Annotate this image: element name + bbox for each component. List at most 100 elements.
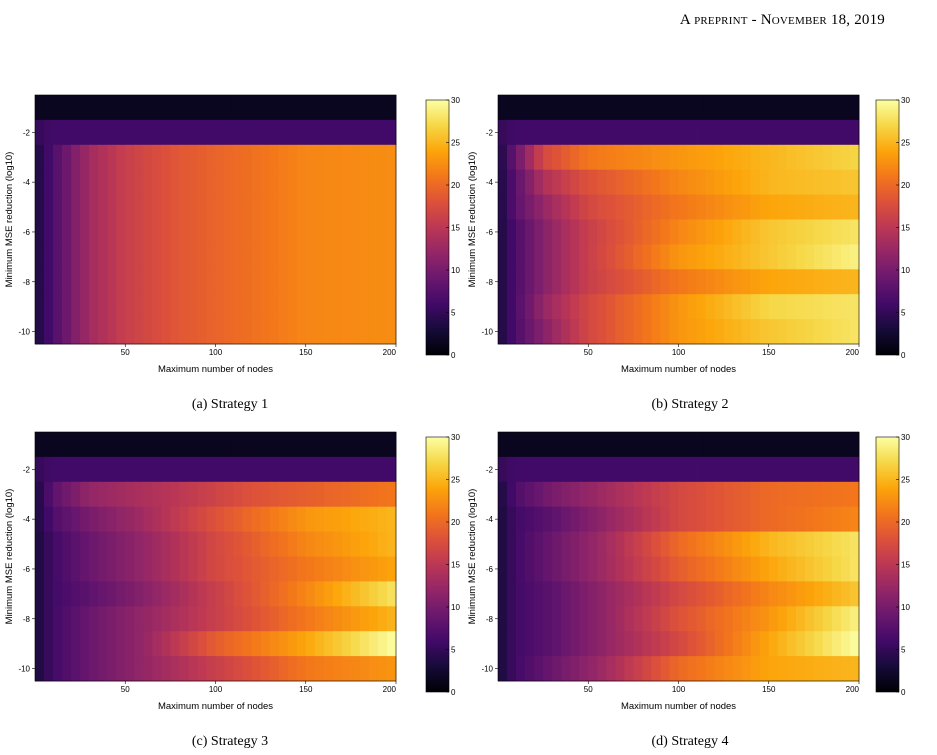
- heatmap-cell: [507, 456, 517, 483]
- heatmap-cell: [813, 631, 824, 657]
- heatmap-cell: [687, 119, 697, 146]
- heatmap-cell: [80, 606, 90, 632]
- heatmap-cell: [795, 606, 806, 632]
- heatmap-cell: [606, 631, 616, 657]
- heatmap-cell: [705, 194, 716, 220]
- heatmap-cell: [242, 219, 253, 245]
- heatmap-cell: [98, 481, 108, 508]
- heatmap-cell: [561, 606, 571, 632]
- heatmap-cell: [822, 119, 833, 146]
- heatmap-cell: [323, 581, 334, 607]
- heatmap-cell: [642, 656, 652, 682]
- heatmap-cell: [89, 506, 99, 532]
- heatmap-cell: [795, 481, 806, 508]
- heatmap-cell: [759, 456, 770, 483]
- heatmap-cell: [714, 219, 725, 245]
- heatmap-cell: [377, 319, 388, 345]
- heatmap-cell: [197, 269, 207, 295]
- heatmap-cell: [660, 581, 670, 607]
- heatmap-cell: [498, 269, 508, 295]
- heatmap-cell: [750, 244, 761, 270]
- heatmap-cell: [161, 219, 171, 245]
- heatmap-cell: [179, 606, 189, 632]
- heatmap-cell: [669, 95, 679, 121]
- heatmap-cell: [341, 432, 352, 458]
- heatmap-cell: [224, 456, 234, 483]
- heatmap-cell: [795, 95, 806, 121]
- heatmap-cell: [732, 269, 743, 295]
- heatmap-cell: [606, 169, 616, 195]
- heatmap-cell: [71, 119, 81, 146]
- heatmap-cell: [89, 119, 99, 146]
- heatmap-cell: [62, 95, 72, 121]
- heatmap-cell: [723, 432, 734, 458]
- heatmap-cell: [615, 144, 625, 171]
- heatmap-cell: [750, 294, 761, 320]
- heatmap-cell: [669, 144, 679, 171]
- heatmap-cell: [597, 456, 607, 483]
- heatmap-cell: [696, 432, 706, 458]
- heatmap-cell: [107, 606, 117, 632]
- heatmap-cell: [350, 581, 361, 607]
- heatmap-cell: [53, 194, 63, 220]
- heatmap-cell: [849, 269, 860, 295]
- heatmap-cell: [849, 656, 860, 682]
- heatmap-cell: [89, 319, 99, 345]
- heatmap-cell: [552, 656, 562, 682]
- heatmap-cell: [696, 456, 706, 483]
- heatmap-cell: [260, 432, 271, 458]
- heatmap-cell: [633, 294, 643, 320]
- heatmap-cell: [732, 531, 743, 557]
- heatmap-cell: [750, 194, 761, 220]
- heatmap-cell: [224, 531, 234, 557]
- heatmap-cell: [570, 606, 580, 632]
- heatmap-cell: [741, 219, 752, 245]
- heatmap-cell: [786, 95, 797, 121]
- heatmap-cell: [44, 294, 54, 320]
- heatmap-cell: [89, 244, 99, 270]
- heatmap-cell: [188, 432, 198, 458]
- heatmap-cell: [597, 244, 607, 270]
- heatmap-cell: [651, 432, 661, 458]
- heatmap-cell: [741, 244, 752, 270]
- heatmap-cell: [323, 194, 334, 220]
- heatmap-cell: [152, 169, 162, 195]
- heatmap-cell: [44, 119, 54, 146]
- heatmap-cell: [116, 319, 126, 345]
- heatmap-cell: [660, 194, 670, 220]
- heatmap-cell: [278, 606, 289, 632]
- heatmap-cell: [161, 244, 171, 270]
- heatmap-cell: [624, 244, 634, 270]
- heatmap-cell: [260, 319, 271, 345]
- heatmap-cell: [561, 319, 571, 345]
- heatmap-cell: [125, 269, 135, 295]
- heatmap-cell: [143, 556, 153, 582]
- heatmap-cell: [570, 95, 580, 121]
- heatmap-cell: [44, 169, 54, 195]
- heatmap-cell: [633, 432, 643, 458]
- heatmap-cell: [125, 169, 135, 195]
- colorbar-tick-label: 15: [901, 224, 910, 233]
- heatmap-cell: [642, 506, 652, 532]
- heatmap-cell: [777, 606, 788, 632]
- y-tick-label: -6: [486, 228, 494, 237]
- heatmap-cell: [516, 606, 526, 632]
- heatmap-cell: [849, 95, 860, 121]
- heatmap-cell: [588, 631, 598, 657]
- heatmap-cell: [696, 144, 706, 171]
- heatmap-cell: [206, 194, 216, 220]
- heatmap-cell: [224, 481, 234, 508]
- heatmap-cell: [570, 319, 580, 345]
- heatmap-cell: [849, 144, 860, 171]
- heatmap-cell: [849, 456, 860, 483]
- heatmap-cell: [242, 144, 253, 171]
- heatmap-cell: [80, 456, 90, 483]
- heatmap-cell: [296, 506, 307, 532]
- heatmap-cell: [188, 531, 198, 557]
- heatmap-cell: [242, 606, 253, 632]
- heatmap-cell: [669, 169, 679, 195]
- x-tick-label: 100: [209, 348, 223, 357]
- heatmap-cell: [579, 531, 589, 557]
- heatmap-cell: [125, 456, 135, 483]
